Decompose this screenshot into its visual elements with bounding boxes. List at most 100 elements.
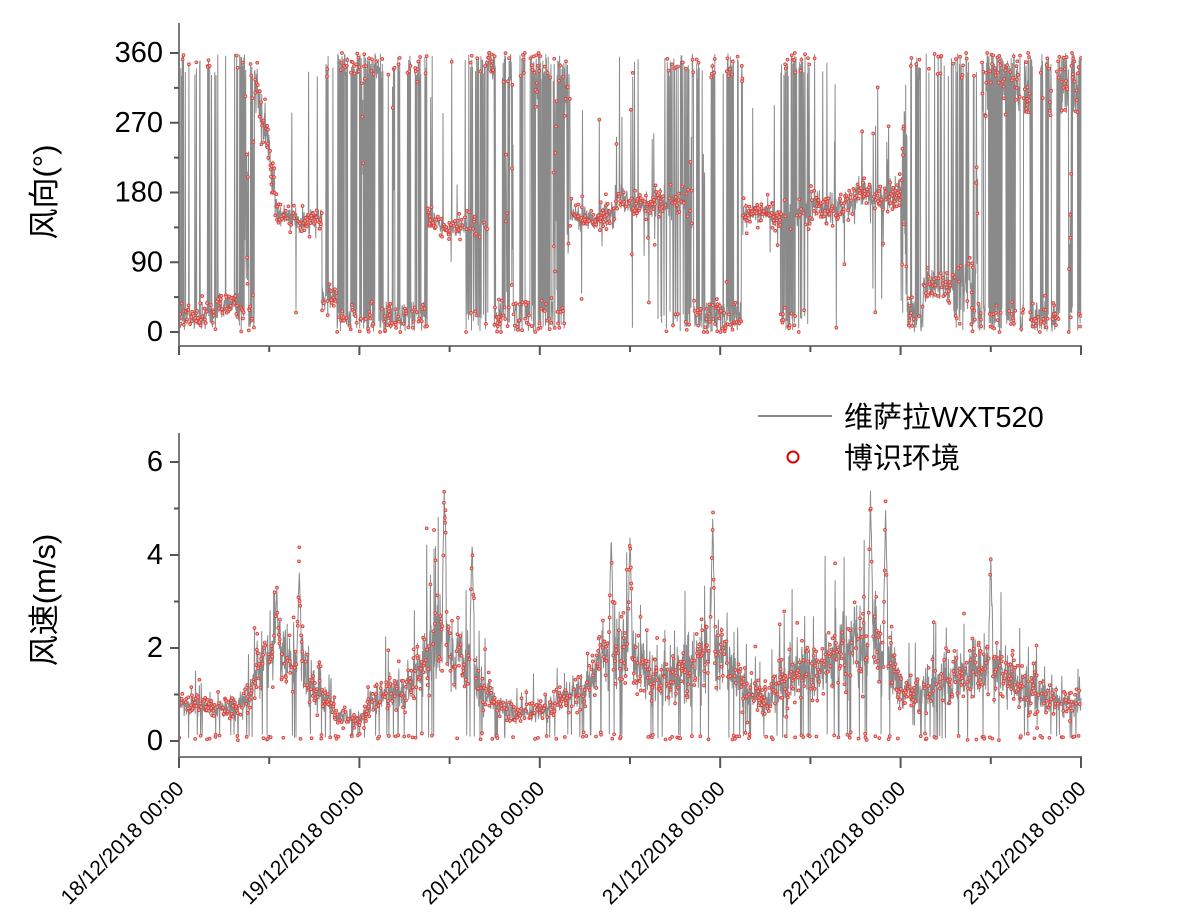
scatter-point <box>260 661 265 666</box>
scatter-point <box>670 670 675 674</box>
scatter-point <box>472 596 476 601</box>
scatter-point <box>444 643 449 647</box>
scatter-point <box>910 324 915 328</box>
scatter-point <box>1019 681 1024 686</box>
scatter-point <box>210 320 215 325</box>
scatter-point <box>1075 110 1080 114</box>
scatter-point <box>854 660 859 665</box>
scatter-point <box>672 200 677 205</box>
scatter-point <box>374 683 379 687</box>
scatter-point <box>624 667 629 672</box>
scatter-point <box>628 546 633 551</box>
scatter-point <box>517 318 521 323</box>
scatter-point <box>648 682 653 687</box>
scatter-point <box>578 707 582 712</box>
scatter-point <box>834 325 839 330</box>
scatter-point <box>993 73 998 78</box>
scatter-point <box>702 669 707 673</box>
scatter-point <box>828 664 833 668</box>
scatter-point <box>422 306 427 311</box>
scatter-point <box>845 196 850 201</box>
scatter-point <box>446 232 451 237</box>
scatter-point <box>891 186 895 190</box>
scatter-point <box>504 152 508 157</box>
scatter-point <box>644 217 649 222</box>
scatter-point <box>213 327 218 331</box>
scatter-point <box>687 671 692 675</box>
scatter-point <box>212 703 217 707</box>
scatter-point <box>632 208 637 213</box>
scatter-point <box>789 669 794 674</box>
scatter-point <box>659 683 663 688</box>
scatter-point <box>841 207 846 211</box>
scatter-point <box>722 311 726 315</box>
scatter-point <box>382 319 386 324</box>
scatter-point <box>438 614 443 618</box>
scatter-point <box>782 305 787 310</box>
scatter-point <box>783 66 788 71</box>
scatter-point <box>218 297 223 302</box>
scatter-point <box>1010 300 1014 305</box>
scatter-point <box>957 666 962 671</box>
scatter-point <box>235 734 240 738</box>
scatter-point <box>974 165 979 170</box>
scatter-point <box>261 140 266 145</box>
scatter-point <box>233 294 238 298</box>
scatter-point <box>1065 87 1070 91</box>
scatter-point <box>369 299 374 304</box>
scatter-point <box>203 317 207 322</box>
scatter-point <box>629 586 634 591</box>
scatter-point <box>362 52 367 57</box>
scatter-point <box>733 737 737 741</box>
scatter-point <box>574 700 579 705</box>
scatter-point <box>218 301 223 306</box>
scatter-point <box>552 709 557 714</box>
scatter-point <box>996 70 1000 75</box>
scatter-point <box>1007 681 1012 686</box>
scatter-point <box>1053 705 1057 710</box>
scatter-point <box>552 244 556 249</box>
scatter-point <box>663 203 668 207</box>
scatter-point <box>319 222 323 226</box>
scatter-point <box>747 736 751 740</box>
scatter-point <box>722 652 726 657</box>
scatter-point <box>827 654 832 659</box>
scatter-point <box>1026 110 1031 115</box>
scatter-point <box>960 73 965 77</box>
scatter-point <box>839 656 844 661</box>
scatter-point <box>509 283 514 287</box>
scatter-point <box>756 689 760 694</box>
scatter-point <box>561 309 565 313</box>
scatter-point <box>665 667 670 672</box>
scatter-point <box>1039 691 1044 696</box>
scatter-point <box>627 543 632 548</box>
scatter-point <box>814 673 819 678</box>
scatter-point <box>425 683 430 687</box>
scatter-point <box>197 708 201 712</box>
scatter-point <box>817 679 821 684</box>
scatter-point <box>634 201 639 206</box>
scatter-point <box>551 713 556 717</box>
scatter-point <box>366 697 371 701</box>
scatter-point <box>263 97 267 102</box>
scatter-point <box>370 57 374 62</box>
scatter-point <box>634 681 639 685</box>
scatter-point <box>867 182 872 187</box>
scatter-point <box>408 680 413 684</box>
scatter-point <box>492 322 497 327</box>
scatter-point <box>713 322 717 326</box>
scatter-point <box>273 213 278 218</box>
scatter-point <box>859 669 864 674</box>
scatter-point <box>614 199 618 204</box>
scatter-point <box>533 737 537 741</box>
scatter-point <box>810 661 814 666</box>
scatter-point <box>653 657 657 662</box>
scatter-point <box>179 700 184 705</box>
scatter-point <box>1049 697 1054 702</box>
scatter-point <box>621 610 626 615</box>
scatter-point <box>359 81 364 86</box>
scatter-point <box>554 124 558 129</box>
scatter-point <box>856 196 861 201</box>
scatter-point <box>282 661 287 666</box>
y-tick-label: 2 <box>147 632 163 664</box>
